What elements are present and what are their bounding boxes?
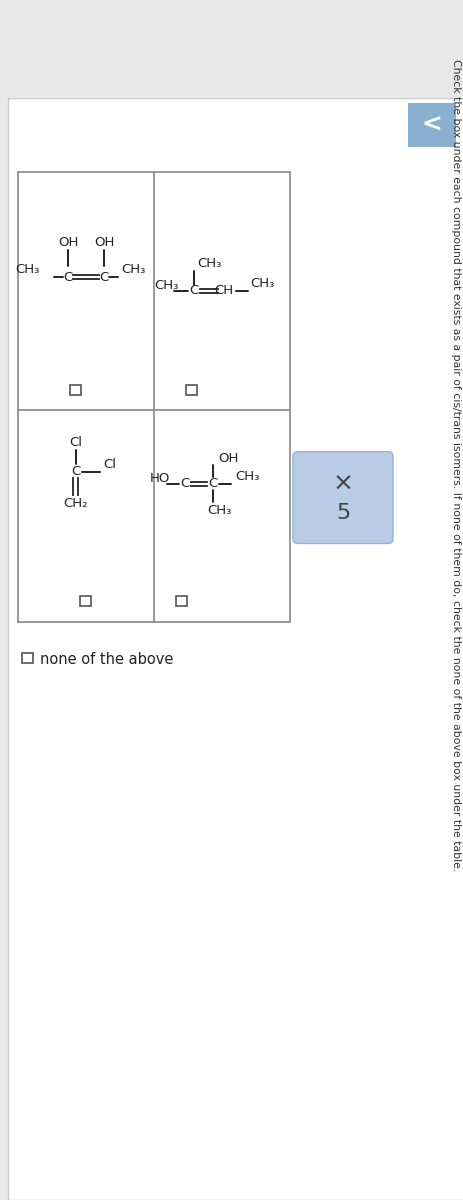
Text: CH₃: CH₃ bbox=[154, 278, 178, 292]
Text: CH: CH bbox=[214, 284, 233, 298]
Bar bbox=[70, 385, 81, 395]
Text: CH₂: CH₂ bbox=[63, 498, 88, 510]
Text: C: C bbox=[189, 284, 198, 298]
Bar bbox=[176, 596, 187, 606]
Text: CH₃: CH₃ bbox=[250, 277, 274, 290]
Text: OH: OH bbox=[218, 451, 238, 464]
Text: OH: OH bbox=[58, 235, 78, 248]
Text: C: C bbox=[63, 271, 73, 283]
Text: CH₃: CH₃ bbox=[206, 504, 231, 517]
Text: C: C bbox=[99, 271, 108, 283]
Text: Cl: Cl bbox=[69, 436, 82, 449]
Text: Cl: Cl bbox=[103, 458, 116, 470]
Text: HO: HO bbox=[150, 472, 170, 485]
Text: C: C bbox=[71, 466, 81, 479]
Text: C: C bbox=[180, 478, 189, 491]
Text: C: C bbox=[208, 478, 217, 491]
Bar bbox=[80, 596, 91, 606]
Text: Check the box under each compound that exists as a pair of cis/trans isomers. If: Check the box under each compound that e… bbox=[450, 59, 460, 871]
Text: CH₃: CH₃ bbox=[234, 470, 259, 482]
Text: ×: × bbox=[332, 472, 353, 496]
Text: CH₃: CH₃ bbox=[16, 263, 40, 276]
FancyBboxPatch shape bbox=[292, 451, 392, 544]
Text: CH₃: CH₃ bbox=[121, 263, 145, 276]
Text: none of the above: none of the above bbox=[40, 652, 173, 667]
Bar bbox=[186, 385, 197, 395]
Text: OH: OH bbox=[94, 235, 114, 248]
Text: <: < bbox=[421, 113, 442, 137]
Text: 5: 5 bbox=[335, 503, 350, 523]
Bar bbox=[22, 653, 33, 664]
Bar bbox=[407, 103, 455, 146]
Text: CH₃: CH₃ bbox=[197, 257, 221, 270]
